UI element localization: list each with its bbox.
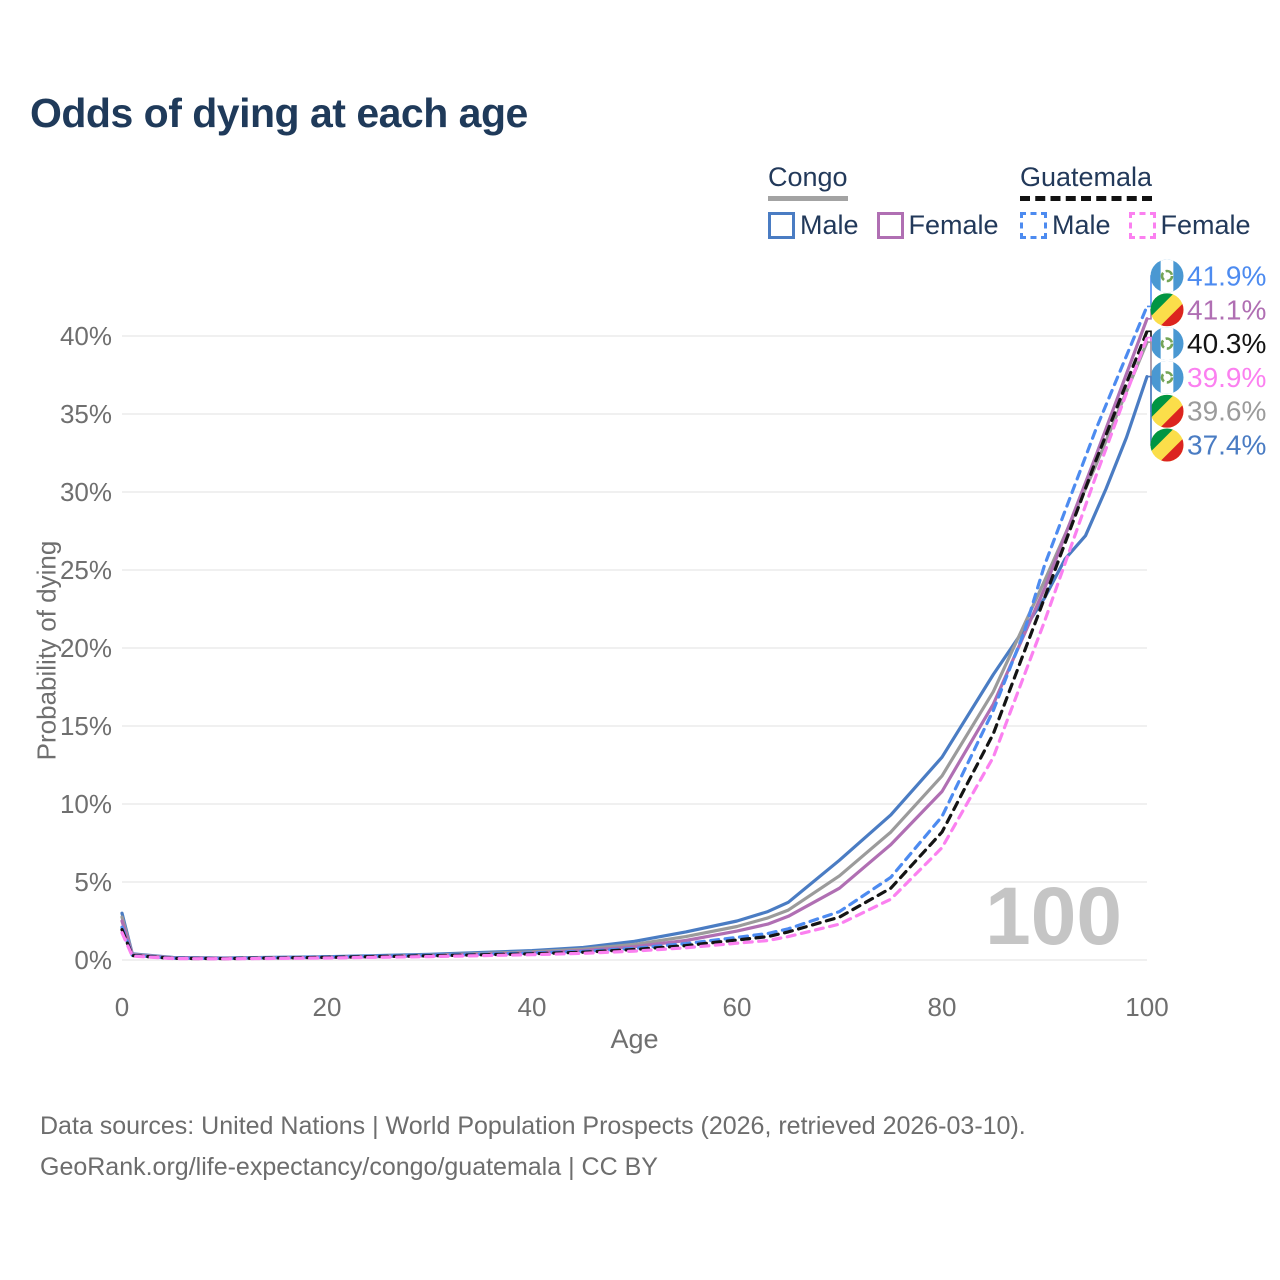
- legend-group-congo: Congo Male Female: [768, 162, 1017, 241]
- legend-item-congo-female[interactable]: Female: [876, 210, 999, 241]
- legend-title-guatemala[interactable]: Guatemala: [1020, 162, 1153, 201]
- legend-label-congo-female: Female: [908, 210, 999, 240]
- legend-item-guatemala-female[interactable]: Female: [1128, 210, 1251, 241]
- congo-male-swatch-icon: [768, 212, 795, 239]
- end-label-guatemala-male: 41.9%: [1187, 261, 1266, 292]
- guatemala-male-swatch-icon: [1020, 212, 1047, 239]
- legend-label-guatemala-male: Male: [1052, 210, 1111, 240]
- guatemala-flag-icon: [1150, 360, 1184, 394]
- congo-flag-icon: [1150, 293, 1184, 327]
- line-guatemala-male[interactable]: [120, 304, 1149, 960]
- legend-group-guatemala: Guatemala Male Female: [1020, 162, 1269, 241]
- y-tick-label: 35%: [60, 399, 112, 429]
- x-tick-label: 60: [723, 992, 752, 1022]
- line-congo-all[interactable]: [120, 340, 1149, 960]
- y-tick-label: 5%: [74, 867, 112, 897]
- footer: Data sources: United Nations | World Pop…: [40, 1106, 1026, 1188]
- guatemala-female-swatch-icon: [1128, 212, 1156, 239]
- x-axis-title: Age: [610, 1024, 659, 1054]
- end-label-congo-female: 41.1%: [1187, 294, 1266, 325]
- y-tick-label: 40%: [60, 321, 112, 351]
- end-labels: 41.9%41.1%40.3%39.9%39.6%37.4%: [1147, 259, 1266, 462]
- end-label-guatemala-female: 39.9%: [1187, 362, 1266, 393]
- line-guatemala-all[interactable]: [120, 329, 1149, 961]
- congo-female-swatch-icon: [876, 212, 904, 239]
- end-label-congo-all: 39.6%: [1187, 396, 1266, 427]
- congo-flag-icon: [1150, 394, 1184, 428]
- legend-item-congo-male[interactable]: Male: [768, 210, 859, 241]
- y-tick-label: 20%: [60, 633, 112, 663]
- y-tick-label: 25%: [60, 555, 112, 585]
- end-label-guatemala-all: 40.3%: [1187, 328, 1266, 359]
- congo-flag-icon: [1150, 428, 1184, 462]
- attribution-text: GeoRank.org/life-expectancy/congo/guatem…: [40, 1153, 658, 1181]
- data-sources-text: Data sources: United Nations | World Pop…: [40, 1112, 1026, 1140]
- x-tick-label: 100: [1125, 992, 1168, 1022]
- end-label-congo-male: 37.4%: [1187, 430, 1266, 461]
- page-title: Odds of dying at each age: [30, 90, 528, 136]
- guatemala-flag-icon: [1150, 259, 1184, 293]
- guatemala-flag-icon: [1150, 327, 1184, 361]
- y-tick-label: 0%: [74, 945, 112, 975]
- x-tick-label: 40: [518, 992, 547, 1022]
- legend-label-congo-male: Male: [800, 210, 859, 240]
- series-lines: [120, 304, 1149, 961]
- x-tick-label: 20: [313, 992, 342, 1022]
- x-tick-label: 0: [115, 992, 129, 1022]
- y-tick-label: 10%: [60, 789, 112, 819]
- y-tick-label: 15%: [60, 711, 112, 741]
- legend-item-guatemala-male[interactable]: Male: [1020, 210, 1111, 241]
- legend-title-congo[interactable]: Congo: [768, 162, 848, 201]
- line-guatemala-female[interactable]: [120, 336, 1149, 961]
- x-tick-label: 80: [928, 992, 957, 1022]
- legend-label-guatemala-female: Female: [1160, 210, 1251, 240]
- y-axis-title: Probability of dying: [31, 540, 62, 761]
- grid: 0% 5% 10% 15% 20% 25% 30% 35% 40% 0 20 40 60 80 100: [60, 321, 1169, 1022]
- y-tick-label: 30%: [60, 477, 112, 507]
- watermark-age: 100: [985, 871, 1122, 962]
